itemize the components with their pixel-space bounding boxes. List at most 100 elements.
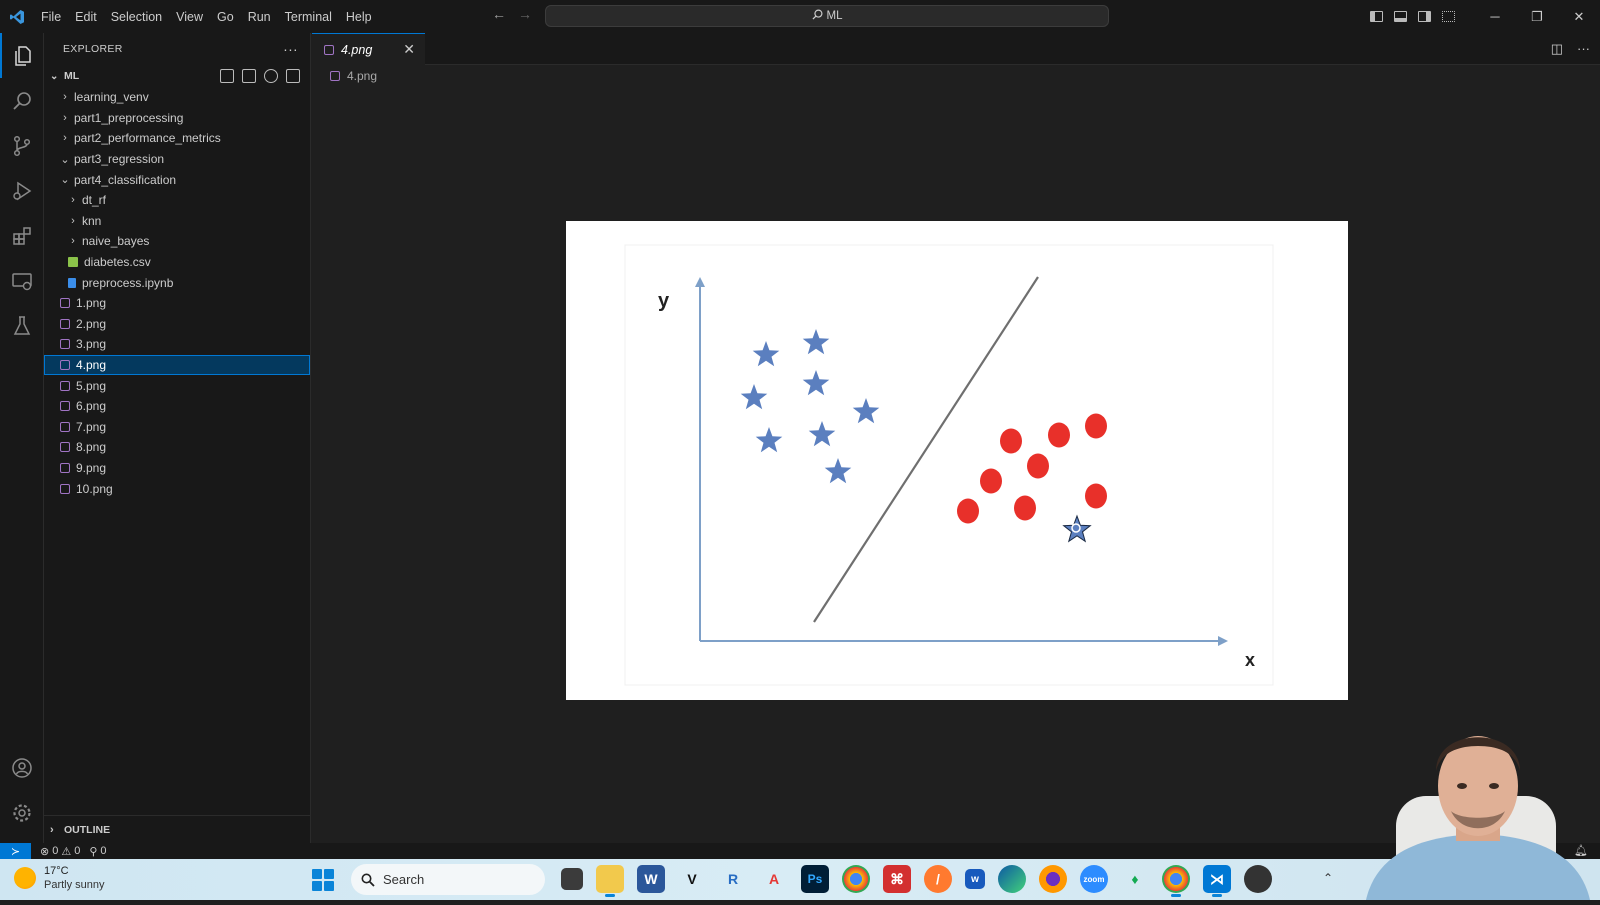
- warning-count: 0: [74, 845, 81, 857]
- r-icon[interactable]: R: [727, 871, 739, 887]
- chevron-right-icon: ›: [63, 111, 67, 124]
- toggle-panel-icon[interactable]: [1388, 0, 1412, 33]
- remote-explorer-icon[interactable]: [0, 258, 44, 303]
- more-actions-icon[interactable]: ···: [283, 41, 298, 57]
- more-actions-icon[interactable]: ···: [1577, 41, 1590, 56]
- editor-area: 4.png ✕ ◫ ··· 4.png y x: [312, 33, 1600, 843]
- ports-status[interactable]: ⚲ 0: [89, 845, 106, 858]
- edge-icon[interactable]: [998, 865, 1026, 893]
- ipynb-file-icon: [68, 277, 76, 288]
- customize-layout-icon[interactable]: [1436, 0, 1460, 33]
- tree-item[interactable]: › dt_rf: [44, 190, 310, 211]
- close-icon[interactable]: ✕: [1573, 8, 1585, 24]
- github-desktop-icon[interactable]: [1244, 865, 1272, 893]
- menu-file[interactable]: File: [41, 9, 62, 24]
- menu-go[interactable]: Go: [217, 9, 234, 24]
- windows-start-icon[interactable]: [312, 869, 334, 891]
- chrome-icon[interactable]: [842, 865, 870, 893]
- vscode-taskbar-icon[interactable]: ⋊: [1203, 865, 1231, 897]
- breadcrumb-item[interactable]: 4.png: [347, 69, 378, 83]
- tree-item[interactable]: 3.png: [44, 334, 310, 355]
- menu-edit[interactable]: Edit: [75, 9, 97, 24]
- tree-item[interactable]: › part1_preprocessing: [44, 108, 310, 129]
- command-center-search[interactable]: ML: [545, 5, 1109, 27]
- remote-indicator-icon[interactable]: ≻: [0, 843, 31, 859]
- testing-icon[interactable]: [0, 303, 44, 348]
- search-icon: [811, 9, 823, 23]
- star-point: [802, 370, 830, 396]
- back-arrow-icon[interactable]: ←: [492, 6, 506, 22]
- chrome-profile-icon[interactable]: [1162, 865, 1190, 897]
- task-view-icon[interactable]: [561, 868, 583, 890]
- tree-item-label: 2.png: [76, 316, 107, 331]
- word-icon[interactable]: W: [637, 865, 665, 893]
- account-icon[interactable]: [0, 745, 44, 790]
- tree-item[interactable]: 9.png: [44, 458, 310, 479]
- tree-item[interactable]: 1.png: [44, 293, 310, 314]
- menu-terminal[interactable]: Terminal: [284, 9, 332, 24]
- toggle-primary-sidebar-icon[interactable]: [1364, 0, 1388, 33]
- menu-view[interactable]: View: [176, 9, 204, 24]
- split-editor-icon[interactable]: ◫: [1550, 41, 1563, 56]
- new-folder-icon[interactable]: [242, 69, 256, 83]
- activity-bar: [0, 33, 44, 843]
- refresh-icon[interactable]: [264, 69, 278, 83]
- star-point: [752, 341, 780, 367]
- tree-item[interactable]: › part2_performance_metrics: [44, 128, 310, 149]
- tree-item[interactable]: 5.png: [44, 375, 310, 396]
- menu-selection[interactable]: Selection: [110, 9, 163, 24]
- tree-item[interactable]: 7.png: [44, 417, 310, 438]
- tree-item[interactable]: ⌄ part3_regression: [44, 149, 310, 170]
- restore-icon[interactable]: ❐: [1531, 8, 1543, 24]
- mongodb-icon[interactable]: ♦: [1131, 871, 1139, 887]
- weather-widget[interactable]: 17°C Partly sunny: [14, 864, 105, 892]
- explorer-icon[interactable]: [0, 33, 44, 78]
- tree-item[interactable]: › learning_venv: [44, 87, 310, 108]
- tree-item[interactable]: diabetes.csv: [44, 252, 310, 273]
- circle-point: [1048, 422, 1070, 448]
- outline-section[interactable]: › OUTLINE: [44, 815, 310, 843]
- settings-gear-icon[interactable]: [0, 790, 44, 835]
- circle-point: [1014, 495, 1036, 521]
- source-control-icon[interactable]: [0, 123, 44, 168]
- run-debug-icon[interactable]: [0, 168, 44, 213]
- explorer-root-folder[interactable]: ⌄ ML: [44, 65, 310, 87]
- tree-item[interactable]: › naive_bayes: [44, 231, 310, 252]
- tree-item[interactable]: 4.png: [44, 354, 310, 376]
- word-alt-icon[interactable]: w: [965, 869, 985, 889]
- vectorworks-icon[interactable]: V: [687, 871, 697, 887]
- tree-item[interactable]: ⌄ part4_classification: [44, 169, 310, 190]
- problems-status[interactable]: ⊗ 0 ⚠ 0: [40, 845, 80, 858]
- pen-app-icon[interactable]: /: [924, 865, 952, 893]
- taskbar-search-label: Search: [383, 872, 425, 887]
- tree-item[interactable]: 8.png: [44, 437, 310, 458]
- pdf-reader-icon[interactable]: ⌘: [883, 865, 911, 893]
- tree-item[interactable]: › knn: [44, 211, 310, 232]
- navigation-arrows: ← →: [492, 6, 532, 22]
- tray-overflow-icon[interactable]: ⌃: [1323, 871, 1334, 885]
- tree-item[interactable]: 2.png: [44, 314, 310, 335]
- menu-run[interactable]: Run: [247, 9, 271, 24]
- collapse-all-icon[interactable]: [286, 69, 300, 83]
- tree-item[interactable]: 10.png: [44, 478, 310, 499]
- forward-arrow-icon[interactable]: →: [518, 6, 532, 22]
- png-file-icon: [60, 318, 70, 329]
- png-file-icon: [60, 483, 70, 494]
- taskbar-search[interactable]: Search: [351, 864, 545, 895]
- tab-4-png[interactable]: 4.png ✕: [312, 33, 425, 65]
- tree-item[interactable]: 6.png: [44, 396, 310, 417]
- menu-help[interactable]: Help: [345, 9, 372, 24]
- toggle-secondary-sidebar-icon[interactable]: [1412, 0, 1436, 33]
- acrobat-icon[interactable]: A: [768, 871, 780, 887]
- firefox-icon[interactable]: [1039, 865, 1067, 893]
- tree-item[interactable]: preprocess.ipynb: [44, 272, 310, 293]
- new-file-icon[interactable]: [220, 69, 234, 83]
- close-tab-icon[interactable]: ✕: [403, 41, 415, 57]
- search-icon[interactable]: [0, 78, 44, 123]
- minimize-icon[interactable]: ─: [1490, 9, 1500, 24]
- photoshop-icon[interactable]: Ps: [801, 865, 829, 893]
- extensions-icon[interactable]: [0, 213, 44, 258]
- file-explorer-icon[interactable]: [596, 865, 624, 897]
- notifications-bell-icon[interactable]: 🔔︎: [1574, 845, 1588, 857]
- zoom-icon[interactable]: zoom: [1080, 865, 1108, 893]
